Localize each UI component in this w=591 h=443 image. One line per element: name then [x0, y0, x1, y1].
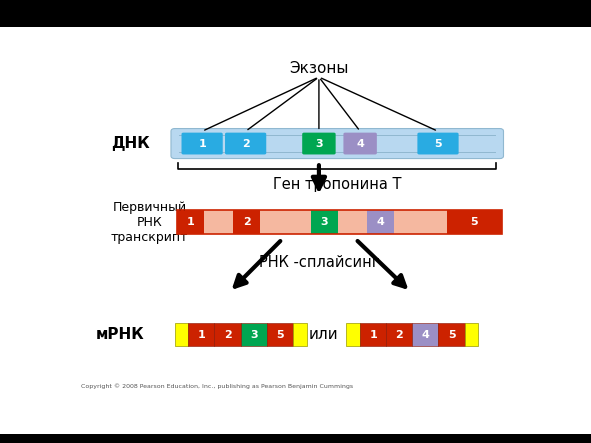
Bar — [177, 210, 204, 234]
Text: Первичный
РНК
транскрипт: Первичный РНК транскрипт — [111, 201, 188, 244]
Text: 2: 2 — [242, 139, 249, 148]
Text: Экзоны: Экзоны — [289, 61, 349, 76]
Text: 4: 4 — [421, 330, 429, 340]
Bar — [447, 210, 502, 234]
Bar — [189, 323, 215, 346]
FancyBboxPatch shape — [343, 132, 377, 155]
FancyBboxPatch shape — [417, 132, 459, 155]
Text: ДНК: ДНК — [111, 136, 150, 151]
Bar — [267, 323, 293, 346]
Text: 2: 2 — [395, 330, 403, 340]
Bar — [177, 210, 502, 234]
FancyBboxPatch shape — [181, 132, 223, 155]
Text: мРНК: мРНК — [96, 327, 145, 342]
Text: 3: 3 — [315, 139, 323, 148]
Bar — [413, 323, 439, 346]
Bar — [311, 210, 338, 234]
Text: 2: 2 — [243, 217, 251, 227]
Text: 1: 1 — [187, 217, 194, 227]
Text: 4: 4 — [356, 139, 364, 148]
Bar — [177, 210, 502, 234]
Bar — [293, 323, 307, 346]
Bar — [465, 323, 478, 346]
Text: 2: 2 — [223, 330, 232, 340]
Text: 3: 3 — [250, 330, 258, 340]
Bar — [215, 323, 241, 346]
Text: Copyright © 2008 Pearson Education, Inc., publishing as Pearson Benjamin Cumming: Copyright © 2008 Pearson Education, Inc.… — [81, 384, 353, 389]
FancyBboxPatch shape — [302, 132, 336, 155]
Bar — [346, 323, 360, 346]
Bar — [387, 323, 413, 346]
FancyBboxPatch shape — [225, 132, 266, 155]
Text: или: или — [309, 327, 338, 342]
Text: 5: 5 — [276, 330, 284, 340]
Text: 1: 1 — [197, 330, 205, 340]
Text: 1: 1 — [369, 330, 377, 340]
Text: 1: 1 — [198, 139, 206, 148]
Bar — [174, 323, 189, 346]
Text: РНК -сплайсинг: РНК -сплайсинг — [259, 256, 379, 270]
Bar — [233, 210, 260, 234]
Bar — [260, 210, 311, 234]
Bar — [338, 210, 366, 234]
Text: 5: 5 — [470, 217, 478, 227]
Bar — [204, 210, 233, 234]
Bar — [394, 210, 447, 234]
Bar — [241, 323, 267, 346]
Text: 5: 5 — [434, 139, 442, 148]
Text: 3: 3 — [320, 217, 328, 227]
Text: 4: 4 — [376, 217, 384, 227]
FancyBboxPatch shape — [171, 128, 504, 159]
Bar — [439, 323, 465, 346]
Text: Ген тропонина Т: Ген тропонина Т — [273, 177, 401, 192]
Bar — [360, 323, 387, 346]
Text: 5: 5 — [448, 330, 455, 340]
Bar — [366, 210, 394, 234]
